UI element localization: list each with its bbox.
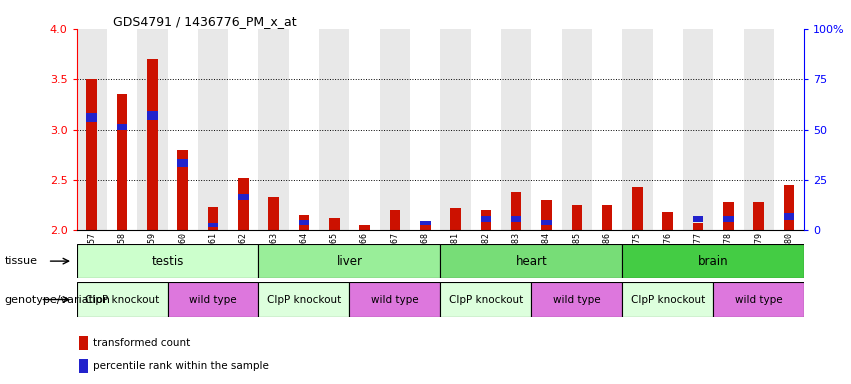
Bar — [78, 359, 89, 372]
Text: ClpP knockout: ClpP knockout — [631, 295, 705, 305]
Bar — [693, 216, 704, 222]
Bar — [531, 282, 622, 317]
Bar — [147, 59, 157, 230]
Bar — [137, 29, 168, 230]
Bar — [562, 29, 592, 230]
Bar — [350, 29, 380, 230]
Bar — [713, 29, 744, 230]
Bar — [723, 202, 734, 230]
Bar — [77, 244, 259, 278]
Text: percentile rank within the sample: percentile rank within the sample — [93, 361, 269, 371]
Bar — [117, 124, 128, 129]
Bar — [168, 282, 259, 317]
Text: wild type: wild type — [735, 295, 783, 305]
Bar — [238, 178, 248, 230]
Text: liver: liver — [336, 255, 363, 268]
Text: heart: heart — [516, 255, 547, 268]
Bar — [572, 205, 582, 230]
Bar — [350, 282, 441, 317]
Bar — [107, 29, 137, 230]
Bar — [380, 29, 410, 230]
Bar — [774, 29, 804, 230]
Bar — [208, 223, 219, 227]
Bar — [228, 29, 259, 230]
Text: testis: testis — [151, 255, 184, 268]
Bar — [168, 29, 197, 230]
Bar — [77, 29, 107, 230]
Bar — [440, 244, 622, 278]
Bar — [501, 29, 531, 230]
Bar — [693, 223, 704, 230]
Bar — [784, 213, 794, 220]
Bar — [531, 29, 562, 230]
Bar — [177, 150, 188, 230]
Bar — [259, 282, 350, 317]
Text: ClpP knockout: ClpP knockout — [448, 295, 523, 305]
Text: genotype/variation: genotype/variation — [4, 295, 111, 305]
Bar — [77, 282, 168, 317]
Bar — [683, 29, 713, 230]
Bar — [713, 282, 804, 317]
Bar — [662, 212, 673, 230]
Bar — [723, 216, 734, 222]
Bar — [602, 205, 613, 230]
Bar — [329, 218, 340, 230]
Bar — [288, 29, 319, 230]
Text: tissue: tissue — [4, 256, 37, 266]
Bar — [653, 29, 683, 230]
Bar — [632, 187, 643, 230]
Bar — [592, 29, 622, 230]
Bar — [541, 200, 551, 230]
Bar — [78, 336, 89, 350]
Bar — [744, 29, 774, 230]
Bar — [359, 225, 370, 230]
Bar — [622, 244, 804, 278]
Text: wild type: wild type — [371, 295, 419, 305]
Text: transformed count: transformed count — [93, 338, 190, 348]
Bar — [450, 208, 461, 230]
Text: wild type: wild type — [189, 295, 237, 305]
Bar — [299, 220, 309, 225]
Bar — [390, 210, 400, 230]
Bar — [87, 113, 97, 121]
Bar — [87, 79, 97, 230]
Bar — [753, 202, 764, 230]
Bar — [622, 29, 653, 230]
Bar — [319, 29, 350, 230]
Bar — [622, 282, 713, 317]
Bar — [420, 221, 431, 225]
Bar — [471, 29, 501, 230]
Bar — [541, 220, 551, 225]
Bar — [481, 210, 491, 230]
Text: GDS4791 / 1436776_PM_x_at: GDS4791 / 1436776_PM_x_at — [113, 15, 297, 28]
Bar — [117, 94, 128, 230]
Bar — [197, 29, 228, 230]
Bar — [420, 223, 431, 230]
Bar — [147, 111, 157, 119]
Text: brain: brain — [698, 255, 728, 268]
Bar — [208, 207, 219, 230]
Bar — [259, 29, 288, 230]
Bar — [511, 192, 522, 230]
Bar — [238, 194, 248, 200]
Bar — [299, 215, 309, 230]
Text: ClpP knockout: ClpP knockout — [267, 295, 341, 305]
Bar — [440, 29, 471, 230]
Bar — [784, 185, 794, 230]
Bar — [440, 282, 531, 317]
Bar — [177, 159, 188, 167]
Bar — [259, 244, 440, 278]
Text: wild type: wild type — [553, 295, 601, 305]
Text: ClpP knockout: ClpP knockout — [85, 295, 159, 305]
Bar — [511, 216, 522, 222]
Bar — [481, 216, 491, 222]
Bar — [268, 197, 279, 230]
Bar — [410, 29, 440, 230]
